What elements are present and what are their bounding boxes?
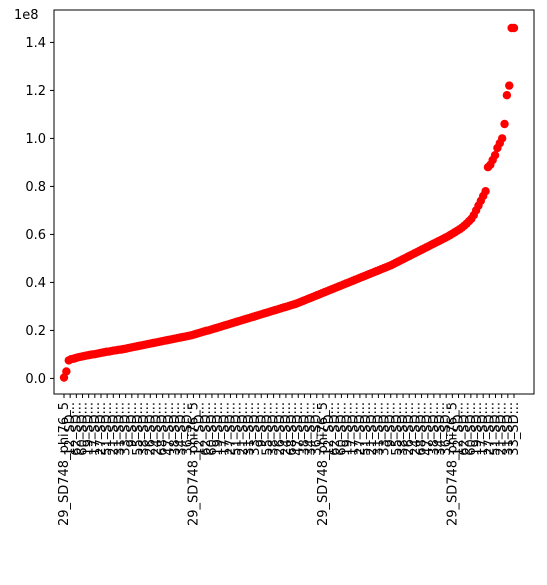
x-tick-label: 27_SD... — [223, 402, 238, 456]
x-tick-label: 29_SD748_phi76_5 — [316, 402, 331, 526]
x-tick-label: 36_SD... — [439, 402, 454, 456]
x-tick-label: 60_SD... — [75, 402, 90, 456]
scatter-point — [481, 187, 490, 196]
x-tick-label: 27_SD... — [482, 402, 497, 456]
x-tick-label: 31_SD... — [112, 402, 127, 456]
x-tick-label: 38_SD... — [427, 402, 442, 456]
x-tick-label: 34_SD... — [174, 402, 189, 456]
x-tick-label: 51_SD... — [100, 402, 115, 456]
x-tick-label: 24_SD... — [408, 402, 423, 456]
y-tick-label: 0.0 — [25, 372, 46, 387]
x-tick-label: 55_SD... — [131, 402, 146, 456]
x-tick-label: 38_SD... — [168, 402, 183, 456]
points-group — [59, 23, 519, 382]
y-offset-text: 1e8 — [14, 8, 39, 23]
x-tick-label: 31_SD... — [501, 402, 516, 456]
y-tick-label: 0.8 — [25, 180, 46, 195]
x-tick-label: 17_SD... — [88, 402, 103, 456]
x-tick-label: 17_SD... — [217, 402, 232, 456]
x-tick-label: 9_SD... — [254, 402, 269, 447]
x-tick-label: 24_SD... — [149, 402, 164, 456]
x-tick-label: 68_SD... — [285, 402, 300, 456]
x-tick-label: 33_SD... — [248, 402, 263, 456]
x-tick-label: 47_SD... — [291, 402, 306, 456]
x-tick-label: 9_SD... — [125, 402, 140, 447]
x-tick-label: 29_SD748_phi76_5 — [186, 402, 201, 526]
x-tick-label: 38_SD... — [297, 402, 312, 456]
x-tick-label: 26_SD... — [273, 402, 288, 456]
x-tick-label: 62_SD... — [69, 402, 84, 456]
x-tick-label: 27_SD... — [94, 402, 109, 456]
x-tick-label: 31_SD... — [242, 402, 257, 456]
scatter-point — [497, 134, 507, 143]
x-tick-label: 36_SD... — [310, 402, 325, 456]
x-tick-label: 19_SD... — [211, 402, 226, 456]
x-tick-label: 21_SD... — [106, 402, 121, 456]
x-tick-label: 47_SD... — [421, 402, 436, 456]
x-tick-label: 19_SD... — [82, 402, 97, 456]
x-tick-label: 12_SD... — [322, 402, 337, 456]
x-tick-label: 38_SD... — [396, 402, 411, 456]
x-tick-label: 12_SD... — [452, 402, 467, 456]
y-tick-label: 1.4 — [25, 36, 46, 51]
y-tick-label: 1.2 — [25, 84, 46, 99]
x-tick-label: 51_SD... — [489, 402, 504, 456]
x-tick-label: 33_SD... — [119, 402, 134, 456]
x-tick-label: 55_SD... — [390, 402, 405, 456]
x-tick-label: 9_SD... — [384, 402, 399, 447]
x-tick-label: 60_SD... — [205, 402, 220, 456]
plot-area — [54, 10, 534, 394]
x-tick-label: 34_SD... — [304, 402, 319, 456]
x-tick-label: 60_SD... — [334, 402, 349, 456]
x-tick-label: 68_SD... — [156, 402, 171, 456]
x-tick-label: 51_SD... — [230, 402, 245, 456]
x-tick-label: 60_SD... — [464, 402, 479, 456]
plot-frame — [53, 9, 535, 395]
x-tick-label: 33_SD... — [507, 402, 522, 456]
scatter-point — [62, 367, 71, 376]
x-tick-label: 19_SD... — [470, 402, 485, 456]
scatter-point — [505, 81, 514, 90]
x-tick-label: 31_SD... — [371, 402, 386, 456]
x-tick-label: 36_SD... — [180, 402, 195, 456]
x-tick-label: 17_SD... — [347, 402, 362, 456]
x-tick-label: 19_SD... — [341, 402, 356, 456]
scatter-point — [500, 119, 509, 129]
x-tick-label: 21_SD... — [365, 402, 380, 456]
x-tick-label: 62_SD... — [328, 402, 343, 456]
scatter-point — [490, 151, 500, 160]
x-tick-label: 62_SD... — [458, 402, 473, 456]
x-tick-label: 51_SD... — [359, 402, 374, 456]
x-tick-label: 34_SD... — [433, 402, 448, 456]
x-tick-label: 29_SD748_phi76_5 — [57, 402, 72, 526]
x-tick-label: 38_SD... — [267, 402, 282, 456]
x-tick-label: 47_SD... — [162, 402, 177, 456]
x-tick-label: 27_SD... — [353, 402, 368, 456]
y-tick-label: 1.0 — [25, 132, 46, 147]
y-tick-label: 0.6 — [25, 228, 46, 243]
x-tick-label: 38_SD... — [137, 402, 152, 456]
x-tick-label: 17_SD... — [476, 402, 491, 456]
x-tick-label: 62_SD... — [199, 402, 214, 456]
scatter-point — [502, 91, 512, 100]
x-tick-label: 68_SD... — [415, 402, 430, 456]
y-tick-label: 0.2 — [25, 324, 46, 339]
y-tick-label: 0.4 — [25, 276, 46, 291]
x-tick-label: 55_SD... — [260, 402, 275, 456]
x-tick-label: 26_SD... — [402, 402, 417, 456]
x-tick-label: 21_SD... — [495, 402, 510, 456]
x-tick-label: 12_SD... — [63, 402, 78, 456]
x-tick-label: 24_SD... — [279, 402, 294, 456]
x-tick-label: 33_SD... — [378, 402, 393, 456]
y-axis: 0.0 0.2 0.4 0.6 0.8 1.0 1.2 1.4 — [25, 36, 54, 387]
x-axis: 29_SD748_phi76_512_SD...62_SD...60_SD...… — [57, 394, 522, 526]
scatter-point — [509, 23, 519, 33]
x-tick-label: 21_SD... — [236, 402, 251, 456]
x-tick-label: 29_SD748_phi76_5 — [445, 402, 460, 526]
x-tick-label: 26_SD... — [143, 402, 158, 456]
x-tick-label: 12_SD... — [193, 402, 208, 456]
